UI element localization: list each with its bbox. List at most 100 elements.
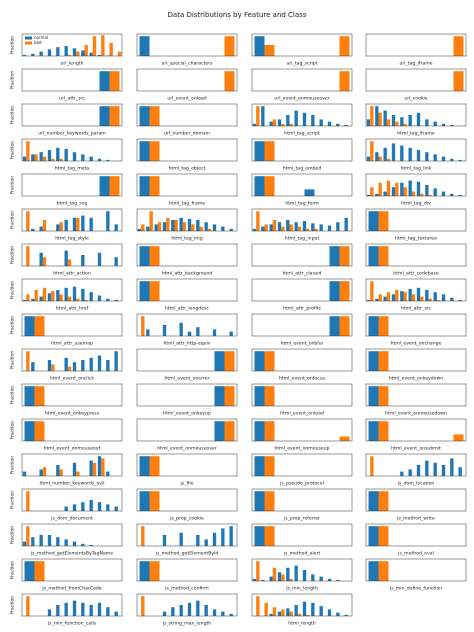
histogram-bar (214, 351, 225, 371)
histogram-bar (224, 71, 235, 91)
histogram-bar (89, 292, 93, 301)
histogram-bar (297, 613, 302, 616)
x-axis-label: html_attr_http-equiv (163, 341, 210, 347)
histogram-bar (89, 52, 93, 56)
x-axis-label: html_length (288, 621, 315, 627)
histogram-bar (149, 561, 160, 581)
x-axis-label: html_event_onclick (50, 376, 94, 382)
axes-frame (21, 33, 123, 57)
histogram-bar (314, 228, 318, 231)
axes-frame (136, 383, 238, 407)
x-axis-label: html_tag_script (284, 131, 320, 137)
histogram-bar (89, 544, 93, 546)
axes-frame (251, 103, 353, 127)
axes-frame (136, 593, 238, 617)
histogram-bar (212, 532, 217, 546)
histogram-bar (64, 602, 68, 616)
histogram-bar (408, 147, 412, 161)
histogram-bar (97, 602, 102, 616)
x-axis-label: url_number_domain (164, 131, 210, 137)
histogram-bar (224, 421, 235, 441)
histogram-bar (141, 596, 145, 616)
axes-frame (251, 33, 353, 57)
histogram-bar (264, 351, 275, 371)
histogram-bar (47, 49, 52, 56)
histogram-bar (72, 48, 77, 56)
axes-frame (251, 348, 353, 372)
x-axis-label: html_attr_src (401, 306, 432, 312)
legend-swatch (25, 41, 32, 45)
histogram-bar (395, 182, 399, 196)
histogram-bar (76, 51, 80, 56)
histogram-bar (370, 141, 374, 161)
axes-frame (365, 103, 467, 127)
legend-swatch (25, 36, 32, 40)
histogram-bar (453, 36, 464, 56)
histogram-bar (433, 154, 437, 161)
histogram-bar (441, 465, 446, 476)
x-axis-label: url_tag_script (286, 61, 317, 67)
histogram-bar (386, 158, 391, 161)
histogram-bar (64, 539, 68, 546)
histogram-bar (302, 601, 307, 616)
histogram-bar (416, 287, 421, 301)
histogram-bar (441, 191, 446, 196)
histogram-bar (254, 351, 265, 371)
histogram-bar (368, 421, 379, 441)
histogram-bar (272, 567, 277, 581)
histogram-bar (47, 360, 52, 371)
histogram-bar (411, 294, 416, 301)
histogram-bar (24, 316, 35, 336)
histogram-bar (64, 220, 68, 231)
histogram-bar (383, 110, 387, 126)
histogram-bar (264, 176, 275, 196)
axes-frame (365, 558, 467, 582)
histogram-bar (375, 193, 379, 196)
histogram-bar (400, 182, 404, 196)
axes-frame (251, 68, 353, 92)
x-axis-label: js_prop_cookie (169, 516, 204, 522)
histogram-bar (22, 299, 27, 301)
y-axis-label: Fraction (10, 596, 16, 614)
histogram-bar (261, 579, 265, 581)
histogram-bar (416, 150, 421, 161)
x-axis-label: html_attr_usemap (51, 341, 93, 347)
histogram-bar (254, 526, 265, 546)
histogram-bar (366, 156, 371, 161)
histogram-bar (72, 362, 77, 371)
axes-frame (365, 33, 467, 57)
histogram-bar (141, 224, 145, 231)
histogram-bar (22, 541, 27, 546)
axes-frame (21, 278, 123, 302)
histogram-bar (416, 112, 421, 126)
histogram-bar (281, 226, 285, 231)
histogram-bar (26, 526, 30, 546)
x-axis-label: html_event_onsubmit (391, 446, 441, 452)
histogram-bar (26, 141, 30, 161)
histogram-bar (286, 567, 290, 581)
histogram-bar (256, 596, 260, 616)
axes-frame (136, 103, 238, 127)
y-axis-label: Fraction (10, 526, 16, 544)
histogram-bar (97, 252, 102, 266)
histogram-bar (339, 246, 350, 266)
axes-frame (21, 488, 123, 512)
histogram-bar (264, 526, 275, 546)
axes-frame (21, 383, 123, 407)
histogram-bar (26, 351, 30, 371)
histogram-bar (106, 504, 110, 511)
histogram-bar (269, 613, 273, 616)
axes-frame (136, 33, 238, 57)
histogram-bar (329, 281, 340, 301)
histogram-bar (229, 331, 233, 336)
histogram-bar (174, 220, 178, 231)
histogram-bar (42, 287, 47, 301)
axes-frame (136, 313, 238, 337)
histogram-bar (141, 316, 145, 336)
axes-frame (21, 523, 123, 547)
histogram-bar (64, 46, 68, 56)
axes-frame (21, 313, 123, 337)
histogram-bar (302, 221, 307, 231)
histogram-bar (450, 158, 454, 161)
x-axis-label: url_cookie (404, 96, 427, 102)
